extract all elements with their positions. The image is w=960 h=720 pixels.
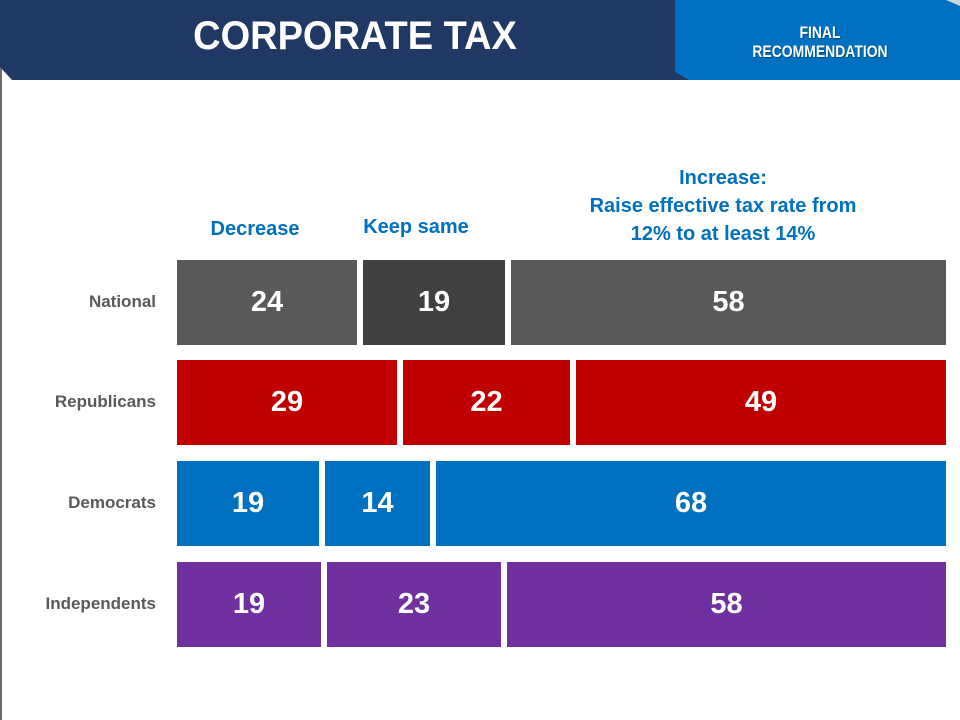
bar-independents-decrease: 19 (177, 562, 321, 647)
bar-value-label: 22 (470, 386, 503, 418)
bar-republicans-keep-same: 22 (403, 360, 570, 445)
recommendation-banner (675, 0, 960, 80)
bar-republicans-increase: 49 (576, 360, 946, 445)
badge-line-1: FINAL (799, 23, 841, 42)
final-recommendation-badge: FINAL RECOMMENDATION (734, 23, 906, 61)
increase-header-line-3: 12% to at least 14% (630, 223, 816, 245)
bar-democrats-decrease: 19 (177, 461, 319, 546)
title-banner (0, 0, 700, 80)
row-label-democrats: Democrats (68, 493, 156, 512)
column-header-keep-same: Keep same (363, 216, 469, 238)
bar-value-label: 14 (361, 487, 394, 519)
bar-value-label: 19 (232, 588, 266, 620)
bar-independents-increase: 58 (507, 562, 946, 647)
bar-value-label: 23 (397, 588, 431, 620)
bar-democrats-keep-same: 14 (325, 461, 430, 546)
bar-national-keep-same: 19 (363, 260, 505, 345)
bar-republicans-decrease: 29 (177, 360, 397, 445)
bar-independents-keep-same: 23 (327, 562, 501, 647)
bar-democrats-increase: 68 (436, 461, 946, 546)
column-header-decrease: Decrease (210, 218, 300, 240)
bar-value-label: 58 (712, 286, 745, 318)
row-label-independents: Independents (45, 594, 156, 613)
bar-value-label: 24 (250, 286, 284, 318)
row-label-republicans: Republicans (54, 392, 156, 411)
bar-value-label: 19 (231, 487, 265, 519)
bar-national-increase: 58 (511, 260, 946, 345)
badge-line-2: RECOMMENDATION (752, 42, 888, 61)
increase-header-line-1: Increase: (679, 167, 767, 189)
page-title: CORPORATE TAX (193, 14, 517, 58)
bar-value-label: 49 (744, 386, 778, 418)
column-header-increase: Increase: Raise effective tax rate from … (540, 164, 906, 248)
bar-value-label: 58 (710, 588, 743, 620)
bar-value-label: 68 (674, 487, 708, 519)
slide-left-border (0, 0, 2, 720)
increase-header-line-2: Raise effective tax rate from (589, 195, 857, 217)
bar-national-decrease: 24 (177, 260, 357, 345)
page-corner-fold (946, 0, 960, 6)
bar-value-label: 29 (270, 386, 304, 418)
row-label-national: National (88, 292, 156, 311)
bar-value-label: 19 (417, 286, 451, 318)
